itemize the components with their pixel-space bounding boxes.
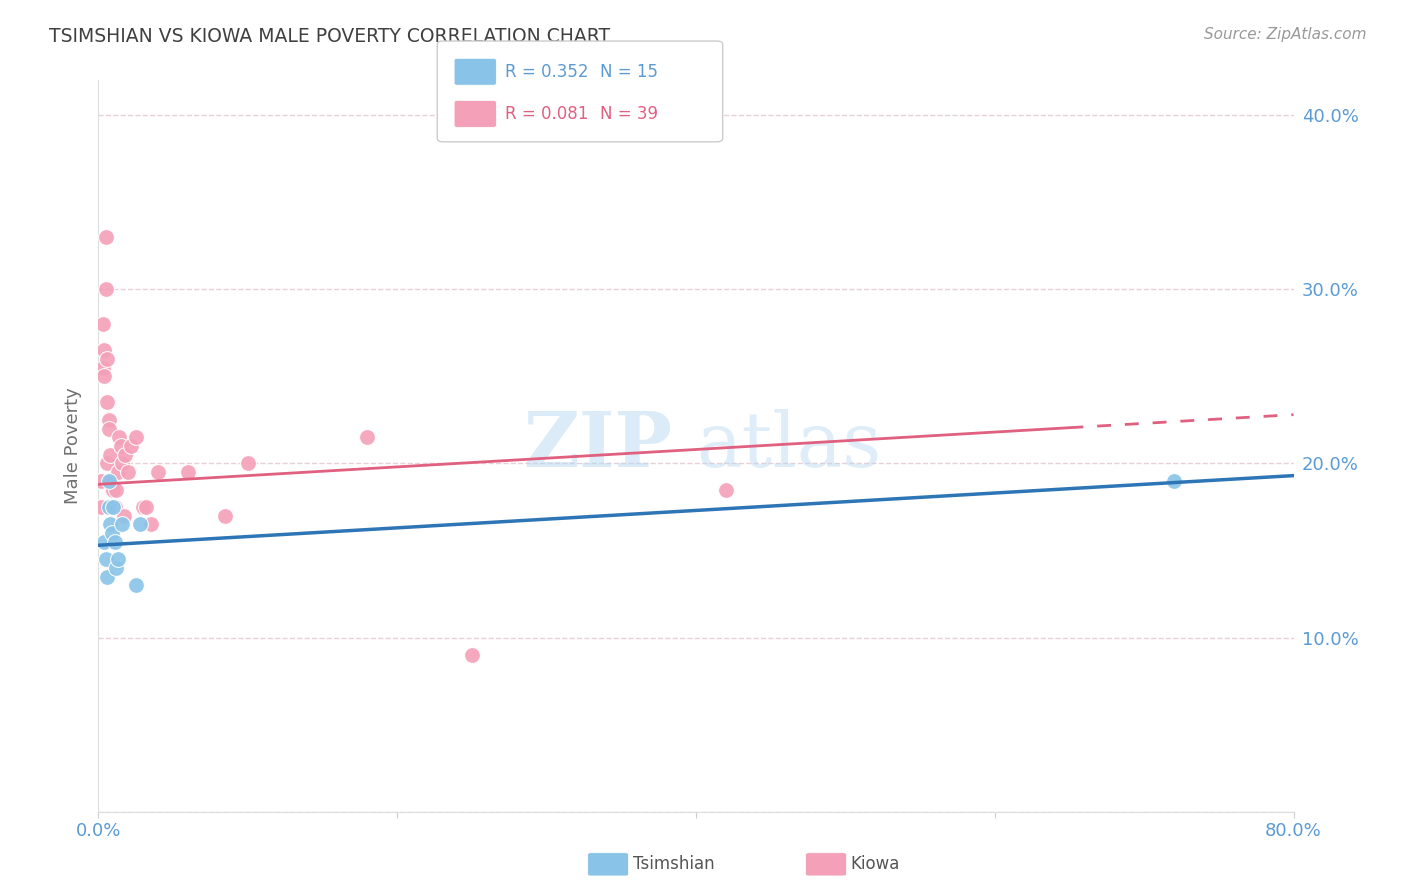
Point [101, 483, 124, 497]
Point [129, 517, 152, 532]
Text: R = 0.352: R = 0.352 [505, 62, 588, 81]
Point [93, 343, 115, 358]
Point [93, 534, 115, 549]
Point [93, 369, 115, 384]
Text: N = 15: N = 15 [600, 62, 658, 81]
Point [98, 517, 122, 532]
Point [112, 508, 135, 523]
Point [135, 500, 157, 514]
Point [103, 500, 125, 514]
Point [104, 500, 127, 514]
Point [105, 483, 128, 497]
Point [125, 430, 148, 444]
Point [97, 474, 120, 488]
Point [125, 578, 148, 592]
Point [108, 430, 131, 444]
Y-axis label: Male Poverty: Male Poverty [65, 388, 83, 504]
Point [120, 439, 142, 453]
Point [117, 465, 139, 479]
Point [105, 561, 128, 575]
Point [96, 395, 118, 409]
Point [177, 465, 200, 479]
Point [91, 360, 114, 375]
Point [97, 421, 120, 435]
Point [103, 483, 125, 497]
Point [98, 474, 122, 488]
Point [96, 457, 118, 471]
Point [94, 282, 117, 296]
Point [90, 500, 112, 514]
Text: Tsimshian: Tsimshian [633, 855, 714, 873]
Point [1163, 474, 1185, 488]
Text: atlas: atlas [696, 409, 882, 483]
Point [461, 648, 484, 662]
Text: Source: ZipAtlas.com: Source: ZipAtlas.com [1204, 27, 1367, 42]
Point [98, 448, 122, 462]
Point [139, 517, 162, 532]
Point [91, 317, 114, 331]
Point [110, 439, 132, 453]
Text: R = 0.081: R = 0.081 [505, 105, 588, 123]
Point [90, 474, 112, 488]
Point [148, 465, 170, 479]
Point [714, 483, 737, 497]
Point [107, 465, 129, 479]
Text: Kiowa: Kiowa [851, 855, 900, 873]
Point [236, 457, 259, 471]
Point [356, 430, 378, 444]
Point [96, 569, 118, 583]
Text: TSIMSHIAN VS KIOWA MALE POVERTY CORRELATION CHART: TSIMSHIAN VS KIOWA MALE POVERTY CORRELAT… [49, 27, 610, 45]
Point [111, 517, 134, 532]
Point [97, 413, 120, 427]
Point [104, 534, 127, 549]
Point [96, 351, 118, 366]
Point [107, 552, 129, 566]
Text: ZIP: ZIP [523, 409, 672, 483]
Point [94, 230, 117, 244]
Point [94, 552, 117, 566]
Point [101, 526, 124, 541]
Point [214, 508, 236, 523]
Point [111, 457, 134, 471]
Text: N = 39: N = 39 [600, 105, 658, 123]
Point [114, 448, 136, 462]
Point [132, 500, 155, 514]
Point [97, 500, 120, 514]
Point [101, 500, 124, 514]
